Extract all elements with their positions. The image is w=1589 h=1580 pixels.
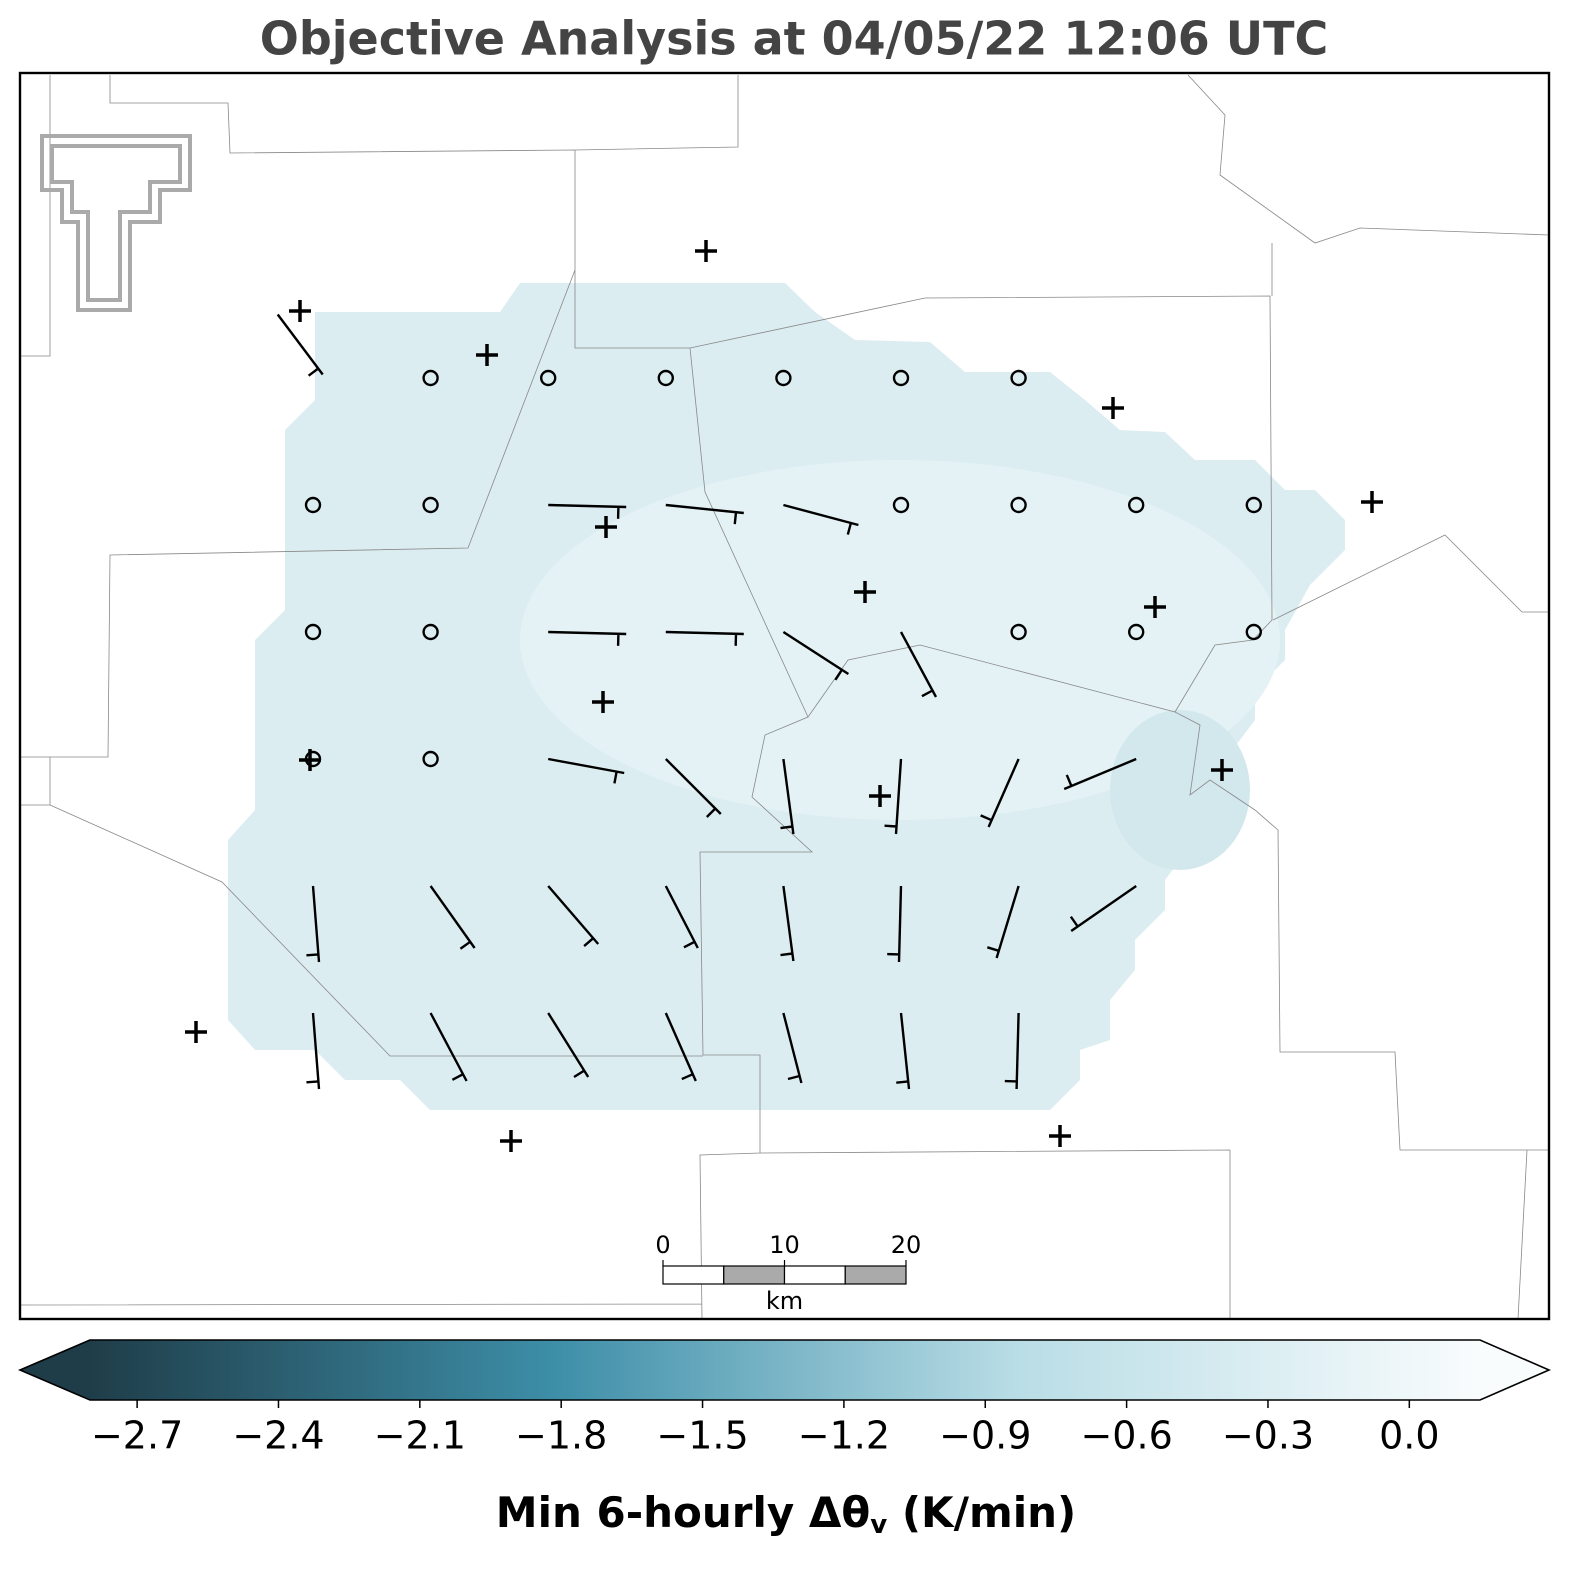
calm-station — [892, 369, 910, 387]
title: Objective Analysis at 04/05/22 12:06 UTC — [260, 12, 1329, 66]
calm-station — [1245, 623, 1263, 641]
calm-station — [1010, 369, 1027, 387]
logo — [40, 134, 192, 312]
colorbar-tick-label: 0.0 — [1379, 1414, 1439, 1458]
calm-station — [1127, 496, 1145, 514]
scale-segment — [783, 1265, 846, 1285]
wind-barb — [665, 503, 744, 525]
label-part: (K/min) — [887, 1488, 1076, 1537]
label-part: v — [870, 1510, 887, 1540]
station-plus — [299, 749, 321, 771]
field-contour — [1110, 710, 1250, 870]
colorbar: −2.7 −2.4 −2.1 −1.8 −1.5 −1.2 −0.9 −0.6 −0.3 0.0 — [17, 1339, 1552, 1458]
stations — [185, 240, 1383, 1152]
wind-barb — [429, 1012, 468, 1082]
wind-barb — [548, 503, 627, 519]
station-plus — [1211, 759, 1233, 781]
colorbar-body — [90, 1340, 1480, 1400]
wind-barb — [306, 1012, 321, 1090]
wind-barb — [782, 630, 850, 681]
colorbar-tick-label: −2.4 — [232, 1414, 324, 1458]
wind-barb — [783, 503, 859, 535]
map-frame — [18, 71, 1551, 1321]
wind-barb — [896, 1012, 911, 1090]
wind-barb — [276, 313, 324, 377]
scale-segment — [662, 1265, 725, 1285]
wind-barb — [980, 758, 1020, 828]
wind-barb — [782, 1012, 803, 1084]
wind-barb — [664, 1012, 697, 1082]
calm-station — [892, 496, 910, 514]
calm-station — [1010, 496, 1027, 514]
wind-barb — [547, 885, 600, 947]
field-contour — [520, 460, 1280, 820]
wind-barb — [884, 758, 903, 835]
station-plus — [1144, 596, 1166, 618]
wind-barb — [780, 758, 795, 835]
wind-barb — [887, 885, 903, 963]
colorbar-extend-low — [20, 1340, 90, 1400]
calm-station — [540, 369, 557, 387]
calm-station — [422, 369, 439, 387]
colorbar-tick-label: −2.1 — [374, 1414, 466, 1458]
station-plus — [476, 344, 498, 366]
station-plus — [595, 516, 617, 538]
scale-label: 10 — [769, 1231, 800, 1259]
scale-label: 20 — [891, 1231, 922, 1259]
wind-barb — [780, 885, 795, 962]
calm-station — [422, 750, 439, 768]
calm-station — [657, 369, 674, 387]
colorbar-label: Min 6-hourly Δθv (K/min) — [496, 1488, 1076, 1540]
wind-barb — [664, 758, 722, 818]
wind-barb — [548, 630, 627, 646]
colorbar-tick-label: −1.8 — [515, 1414, 607, 1458]
calm-station — [1245, 496, 1263, 514]
wind-barb — [547, 1012, 590, 1078]
wind-barb — [547, 757, 625, 784]
colorbar-outline — [17, 1339, 1552, 1401]
calm-station — [1010, 623, 1027, 641]
station-plus — [185, 1021, 207, 1043]
calm-station — [304, 623, 322, 641]
calm-station — [775, 369, 792, 387]
colorbar-tick-label: −0.3 — [1222, 1414, 1314, 1458]
county-line — [19, 74, 1550, 1320]
calm-station — [422, 623, 439, 641]
map-area — [18, 71, 1551, 1321]
station-plus — [1049, 1125, 1071, 1147]
station-plus — [500, 1130, 522, 1152]
scale-label: 0 — [655, 1231, 670, 1259]
scale-bar: 0 10 20 km — [655, 1231, 921, 1315]
label-part: Min 6-hourly Δθ — [496, 1488, 871, 1537]
wind-barb — [306, 885, 321, 963]
calm-station — [304, 496, 322, 514]
wind-barb — [1004, 1012, 1020, 1090]
colorbar-extend-high — [1480, 1340, 1549, 1400]
station-plus — [592, 691, 614, 713]
station-plus — [1102, 397, 1124, 419]
scale-segment — [723, 1265, 786, 1285]
station-plus — [695, 240, 717, 262]
station-plus — [869, 785, 891, 807]
station-plus — [289, 300, 311, 322]
station-plus — [854, 581, 876, 603]
wind-barb — [899, 631, 938, 698]
wind-barb — [429, 885, 476, 950]
wind-barb — [665, 630, 744, 646]
colorbar-tick-label: −0.9 — [939, 1414, 1031, 1458]
calm-station — [1127, 623, 1145, 641]
scale-unit: km — [766, 1287, 803, 1315]
colorbar-tick-label: −1.5 — [656, 1414, 748, 1458]
colorbar-tick-label: −1.2 — [798, 1414, 890, 1458]
scale-segment — [844, 1265, 907, 1285]
wind-barb — [664, 885, 699, 949]
station-plus — [1361, 491, 1383, 513]
wind-barb — [1063, 757, 1137, 791]
wind-barb — [1069, 885, 1137, 932]
wind-barb — [986, 885, 1020, 959]
calm-station — [422, 496, 439, 514]
colorbar-tick-label: −2.7 — [91, 1414, 183, 1458]
colorbar-tick-label: −0.6 — [1080, 1414, 1172, 1458]
